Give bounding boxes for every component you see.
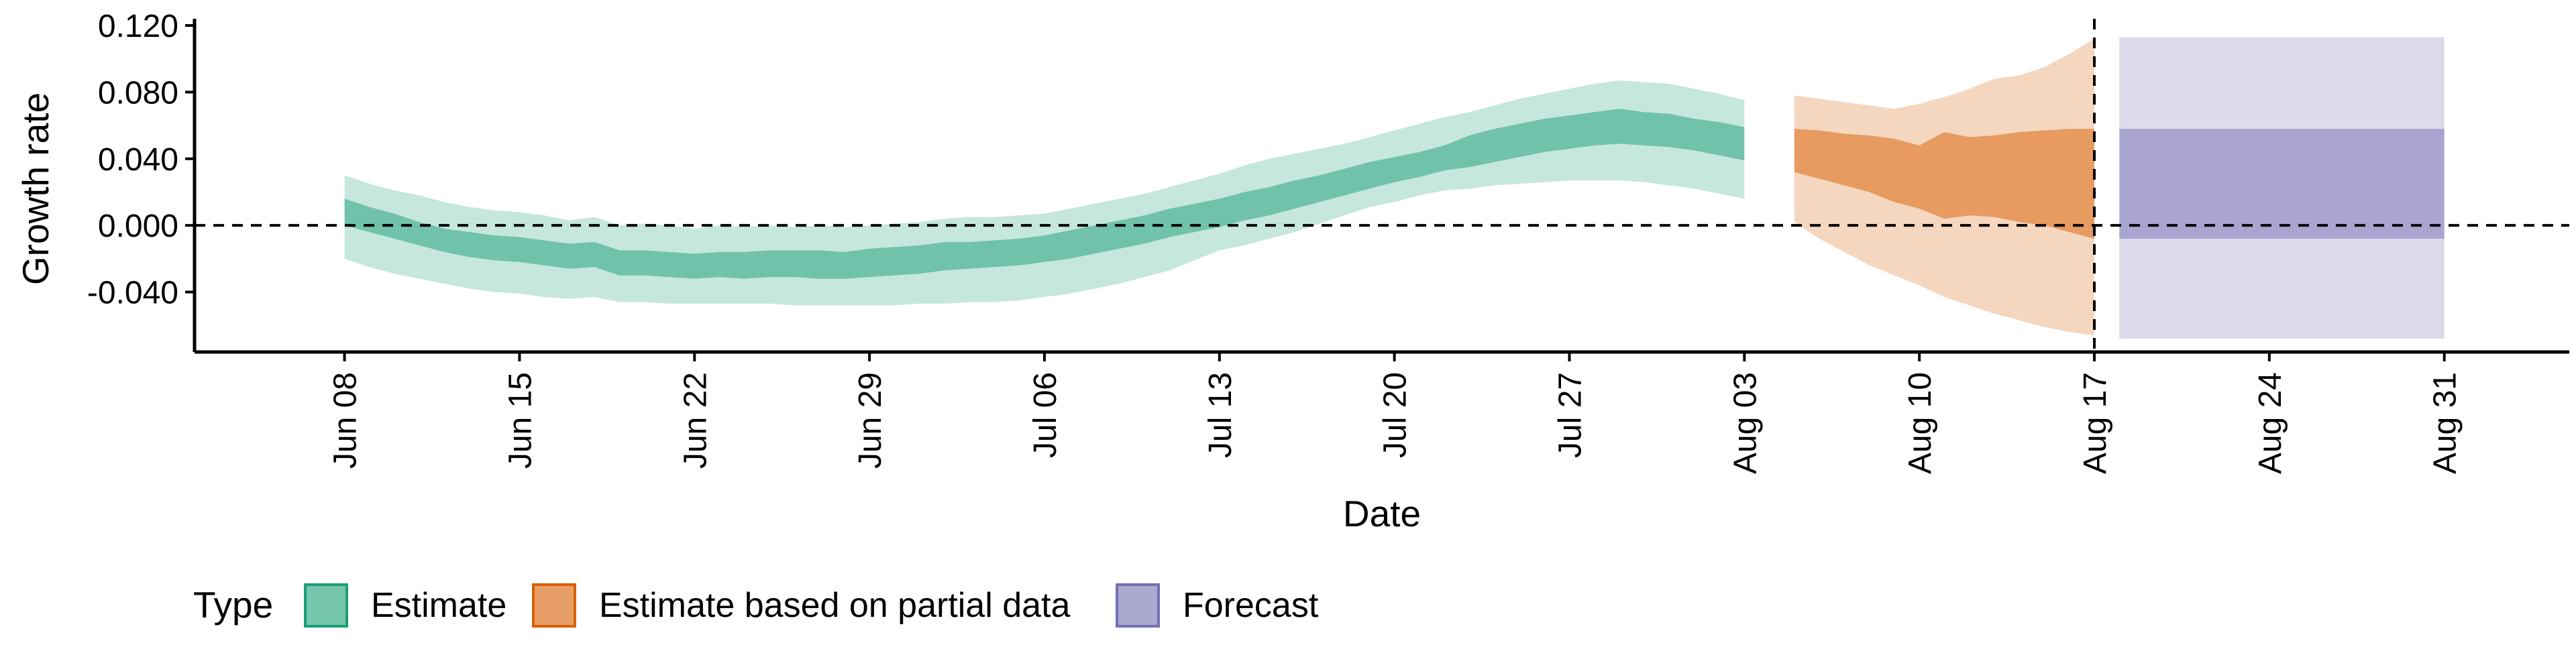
x-tick-label: Jul 13: [1203, 372, 1238, 458]
y-tick-label: 0.000: [98, 209, 178, 244]
y-tick-label: 0.080: [98, 75, 178, 111]
y-axis-title: Growth rate: [15, 93, 56, 285]
x-axis-title: Date: [1343, 493, 1421, 534]
forecast-inner-band: [2119, 129, 2445, 239]
legend-swatch: [304, 583, 348, 628]
x-tick-label: Aug 03: [1727, 372, 1763, 474]
y-tick-label: -0.040: [87, 276, 178, 311]
legend-title: Type: [193, 584, 273, 626]
x-tick-label: Jun 22: [678, 372, 713, 469]
x-tick-label: Jun 15: [502, 372, 538, 469]
legend-label: Estimate: [371, 586, 506, 625]
reference-lines: [195, 19, 2569, 352]
legend-swatch: [532, 583, 576, 628]
y-tick-label: 0.120: [98, 9, 178, 44]
x-tick-label: Aug 31: [2428, 372, 2463, 474]
legend-swatch: [1116, 583, 1160, 628]
axes: [193, 19, 2569, 354]
bands-layer: [344, 37, 2445, 339]
x-tick-label: Aug 17: [2078, 372, 2113, 474]
x-tick-label: Aug 24: [2253, 372, 2288, 474]
x-tick-label: Jul 27: [1552, 372, 1588, 458]
y-ticks: 0.120 0.080 0.040 0.000 -0.040: [87, 9, 195, 311]
y-tick-label: 0.040: [98, 142, 178, 178]
legend-label: Forecast: [1183, 586, 1319, 625]
x-tick-label: Jun 29: [853, 372, 888, 469]
legend-label: Estimate based on partial data: [599, 586, 1071, 625]
x-ticks: Jun 08 Jun 15 Jun 22 Jun 29 Jul 06 Jul 13 Jul …: [328, 352, 2463, 474]
partial-inner-band: [1794, 129, 2094, 239]
estimate-inner-band: [344, 109, 1745, 279]
x-tick-label: Jul 20: [1378, 372, 1413, 458]
estimate-outer-band: [344, 80, 1745, 306]
x-tick-label: Jun 08: [328, 372, 364, 469]
legend: Type Estimate Estimate based on partial d…: [193, 583, 1319, 628]
x-tick-label: Jul 06: [1028, 372, 1063, 458]
x-tick-label: Aug 10: [1902, 372, 1938, 474]
